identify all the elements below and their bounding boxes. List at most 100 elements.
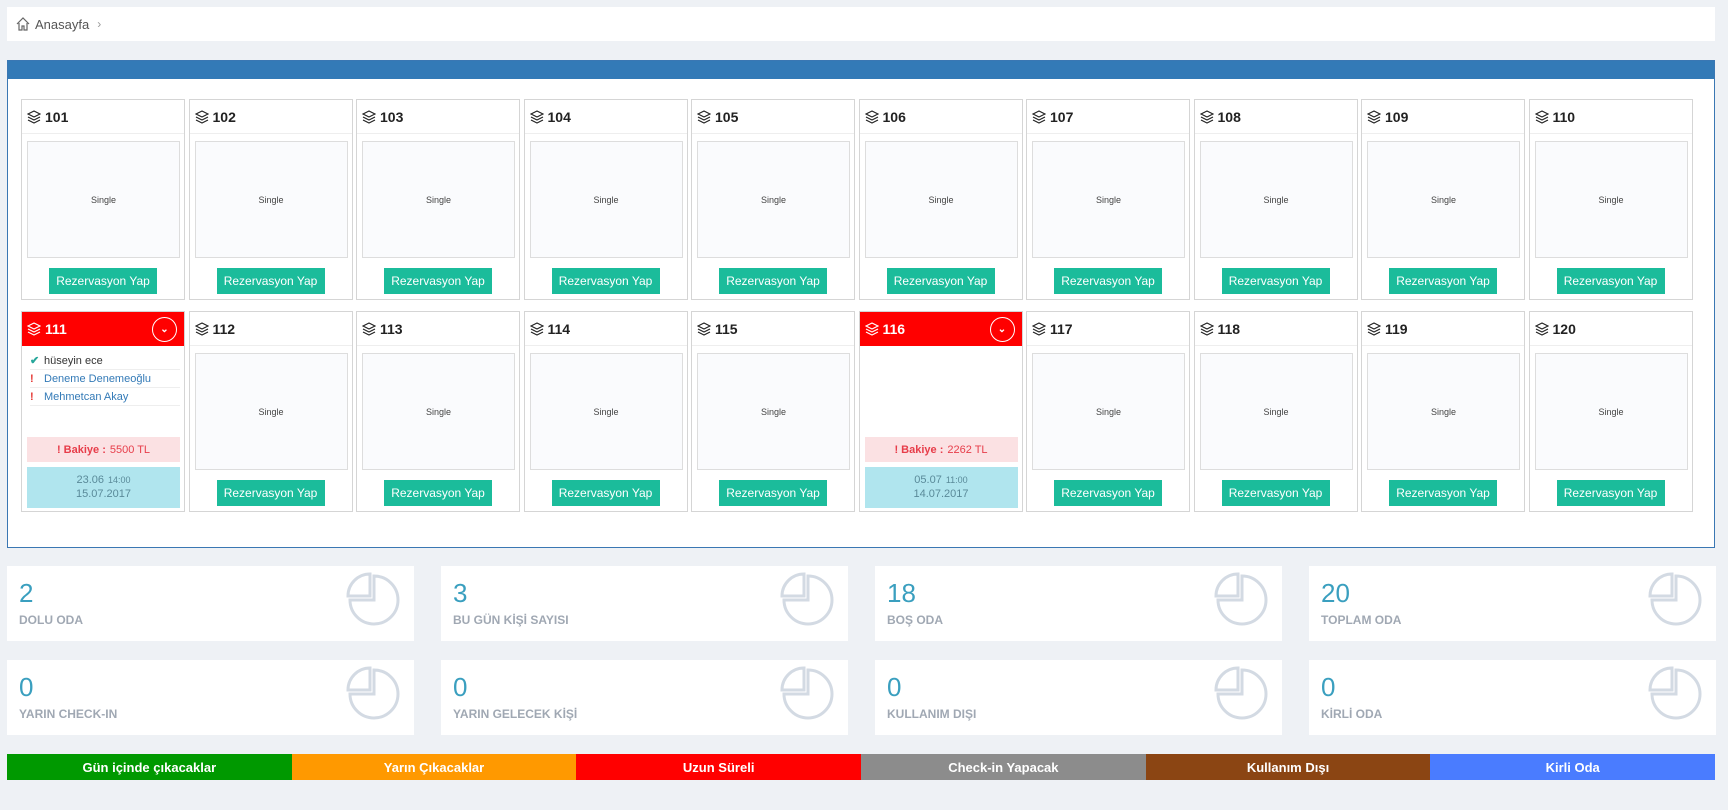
stat-label: DOLU ODA (19, 613, 83, 627)
reservation-button[interactable]: Rezervasyon Yap (216, 480, 325, 506)
stat-label: KULLANIM DIŞI (887, 707, 977, 721)
room-card[interactable]: 119 Single Rezervasyon Yap (1361, 311, 1525, 512)
room-card[interactable]: 112 Single Rezervasyon Yap (188, 311, 353, 512)
status-legend: Gün içinde çıkacaklar Yarın Çıkacaklar Uzu… (7, 754, 1716, 780)
stat-value: 2 (19, 578, 34, 608)
room-number: 108 (1217, 108, 1241, 125)
breadcrumb-home-link[interactable]: Anasayfa (35, 16, 90, 32)
room-type: Single (1534, 141, 1688, 258)
room-header: 109 (1362, 100, 1524, 134)
layers-icon (194, 321, 209, 336)
rooms-panel: 101 Single Rezervasyon Yap 102 Single Rezerva… (7, 60, 1715, 548)
room-header: 107 (1027, 100, 1189, 134)
room-header: 118 (1194, 312, 1357, 346)
room-type: Single (697, 353, 850, 470)
panel-header (8, 61, 1714, 79)
room-card[interactable]: 110 Single Rezervasyon Yap (1528, 99, 1693, 300)
room-card[interactable]: 113 Single Rezervasyon Yap (356, 311, 520, 512)
room-card[interactable]: 116 ⌄ ! Bakiye :2262 TL 05.07 11:00 14.07.201… (858, 311, 1023, 512)
guest-item[interactable]: ! Mehmetcan Akay (30, 388, 180, 406)
room-header: 120 (1529, 312, 1692, 346)
stat-card: 18 BOŞ ODA (875, 566, 1282, 641)
breadcrumb: Anasayfa › (7, 7, 1715, 41)
room-number: 106 (882, 108, 906, 125)
room-card[interactable]: 101 Single Rezervasyon Yap (21, 99, 185, 300)
reservation-button[interactable]: Rezervasyon Yap (216, 268, 325, 294)
chevron-down-icon[interactable]: ⌄ (152, 317, 177, 342)
room-type: Single (697, 141, 850, 258)
reservation-button[interactable]: Rezervasyon Yap (551, 480, 660, 506)
room-card[interactable]: 117 Single Rezervasyon Yap (1026, 311, 1190, 512)
room-header: 108 (1194, 100, 1357, 134)
room-header: 102 (189, 100, 352, 134)
room-card[interactable]: 115 Single Rezervasyon Yap (691, 311, 855, 512)
reservation-button[interactable]: Rezervasyon Yap (551, 268, 660, 294)
guest-name[interactable]: Mehmetcan Akay (44, 390, 129, 403)
room-number: 110 (1552, 108, 1576, 125)
reservation-button[interactable]: Rezervasyon Yap (719, 480, 827, 506)
checkin-date: 05.07 (914, 474, 942, 486)
stat-label: YARIN CHECK-IN (19, 707, 118, 721)
room-card[interactable]: 103 Single Rezervasyon Yap (356, 99, 520, 300)
checkin-date: 23.06 (76, 474, 104, 486)
reservation-button[interactable]: Rezervasyon Yap (49, 268, 157, 294)
stat-card: 0 YARIN CHECK-IN (7, 660, 414, 735)
layers-icon (1534, 321, 1549, 336)
legend-item: Kullanım Dışı (1145, 754, 1431, 780)
room-type: Single (27, 141, 180, 258)
pie-chart-icon (346, 572, 400, 626)
layers-icon (1366, 109, 1382, 124)
reservation-button[interactable]: Rezervasyon Yap (1221, 268, 1330, 294)
guest-item[interactable]: ! Deneme Denemeoğlu (30, 370, 180, 388)
reservation-button[interactable]: Rezervasyon Yap (1221, 480, 1330, 506)
room-card[interactable]: 109 Single Rezervasyon Yap (1361, 99, 1525, 300)
room-header: 115 (692, 312, 854, 346)
room-card[interactable]: 104 Single Rezervasyon Yap (523, 99, 688, 300)
room-card[interactable]: 111 ⌄ ✔ hüseyin ece! Deneme Denemeoğlu! Mehme… (21, 311, 185, 512)
room-type: Single (864, 141, 1018, 258)
room-card[interactable]: 106 Single Rezervasyon Yap (858, 99, 1023, 300)
room-type: Single (1534, 353, 1688, 470)
room-type: Single (362, 141, 515, 258)
legend-item: Yarın Çıkacaklar (291, 754, 577, 780)
reservation-button[interactable]: Rezervasyon Yap (384, 268, 492, 294)
guest-name[interactable]: Deneme Denemeoğlu (44, 372, 152, 385)
pie-chart-icon (1214, 666, 1268, 720)
reservation-button[interactable]: Rezervasyon Yap (1556, 268, 1665, 294)
stat-card: 0 KULLANIM DIŞI (875, 660, 1282, 735)
check-icon: ✔ (30, 355, 40, 367)
room-card[interactable]: 120 Single Rezervasyon Yap (1528, 311, 1693, 512)
reservation-button[interactable]: Rezervasyon Yap (1054, 268, 1162, 294)
room-header: 101 (22, 100, 184, 134)
balance-label: ! Bakiye : (894, 443, 944, 456)
layers-icon (1031, 109, 1047, 124)
stat-value: 3 (453, 578, 468, 608)
guest-item[interactable]: ✔ hüseyin ece (30, 352, 180, 370)
reservation-button[interactable]: Rezervasyon Yap (719, 268, 827, 294)
guest-list: ✔ hüseyin ece ! Deneme Denemeoğlu! Mehmetcan… (30, 352, 180, 406)
room-type: Single (194, 353, 348, 470)
chevron-down-icon[interactable]: ⌄ (989, 317, 1015, 342)
reservation-button[interactable]: Rezervasyon Yap (1389, 480, 1497, 506)
home-icon[interactable] (15, 16, 31, 32)
room-card[interactable]: 118 Single Rezervasyon Yap (1193, 311, 1358, 512)
room-card[interactable]: 114 Single Rezervasyon Yap (523, 311, 688, 512)
room-card[interactable]: 107 Single Rezervasyon Yap (1026, 99, 1190, 300)
room-card[interactable]: 108 Single Rezervasyon Yap (1193, 99, 1358, 300)
guest-name[interactable]: hüseyin ece (44, 354, 103, 367)
room-header: 110 (1529, 100, 1692, 134)
reservation-button[interactable]: Rezervasyon Yap (384, 480, 492, 506)
reservation-button[interactable]: Rezervasyon Yap (1054, 480, 1162, 506)
room-card[interactable]: 105 Single Rezervasyon Yap (691, 99, 855, 300)
layers-icon (529, 109, 544, 124)
legend-item: Check-in Yapacak (861, 754, 1146, 780)
reservation-button[interactable]: Rezervasyon Yap (1556, 480, 1665, 506)
reservation-button[interactable]: Rezervasyon Yap (1389, 268, 1497, 294)
layers-icon (26, 109, 42, 124)
reservation-button[interactable]: Rezervasyon Yap (886, 268, 995, 294)
pie-chart-icon (780, 666, 834, 720)
room-header: 113 (357, 312, 519, 346)
room-card[interactable]: 102 Single Rezervasyon Yap (188, 99, 353, 300)
stay-dates: 05.07 11:00 14.07.2017 (864, 467, 1018, 508)
layers-icon (1031, 321, 1047, 336)
